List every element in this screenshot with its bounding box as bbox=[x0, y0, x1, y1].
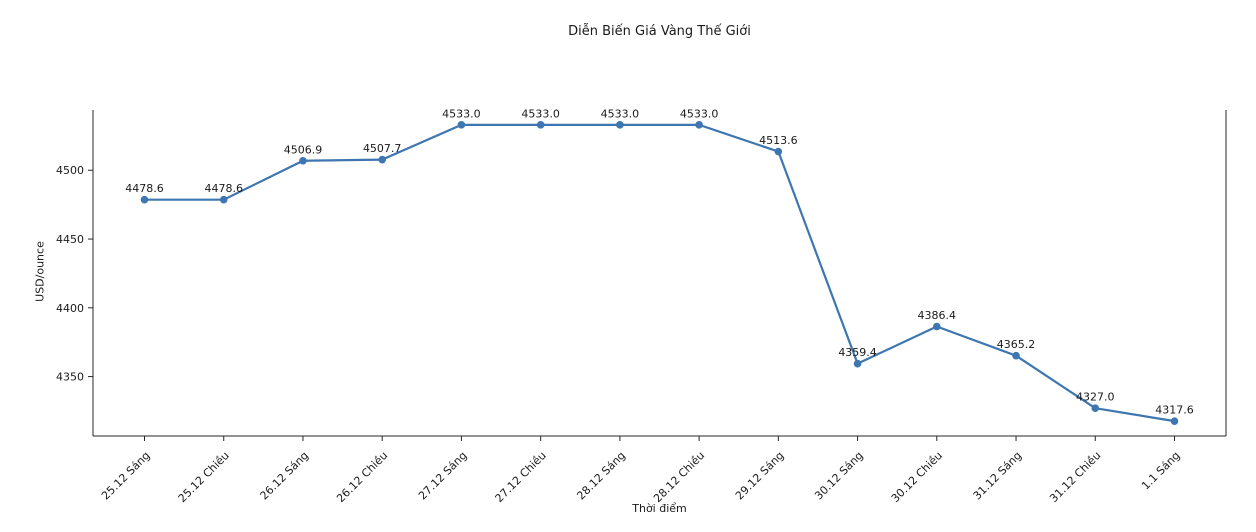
data-point-label: 4317.6 bbox=[1155, 404, 1194, 417]
data-point-label: 4507.7 bbox=[363, 142, 402, 155]
x-tick-label: 28.12 Sáng bbox=[574, 449, 628, 503]
y-tick-label: 4500 bbox=[56, 164, 84, 177]
x-tick-label: 30.12 Chiều bbox=[889, 449, 945, 505]
data-point-label: 4533.0 bbox=[601, 107, 640, 120]
series-line bbox=[143, 123, 1176, 423]
data-point bbox=[853, 359, 862, 368]
x-tick-label: 26.12 Chiều bbox=[334, 449, 390, 505]
data-point-label: 4478.6 bbox=[125, 182, 164, 195]
data-point-label: 4533.0 bbox=[442, 107, 481, 120]
data-point bbox=[933, 322, 941, 331]
x-tick-label: 30.12 Sáng bbox=[812, 449, 866, 503]
data-point bbox=[378, 155, 386, 164]
data-point bbox=[1012, 351, 1020, 360]
y-axis-label: USD/ounce bbox=[33, 241, 47, 302]
data-point bbox=[219, 195, 228, 204]
x-tick-label: 25.12 Chiều bbox=[176, 449, 232, 505]
data-point-label: 4533.0 bbox=[680, 107, 719, 120]
data-point bbox=[536, 121, 545, 129]
x-tick-label: 27.12 Sáng bbox=[416, 449, 470, 503]
x-tick-label: 31.12 Sáng bbox=[971, 449, 1025, 503]
x-axis-label: Thời điểm bbox=[632, 502, 687, 515]
data-point-label: 4359.4 bbox=[838, 346, 877, 359]
data-point bbox=[774, 147, 783, 156]
x-tick-label: 25.12 Sáng bbox=[99, 449, 153, 503]
chart-title: Diễn Biến Giá Vàng Thế Giới bbox=[568, 24, 751, 39]
data-point-label: 4533.0 bbox=[521, 107, 560, 120]
data-point bbox=[616, 121, 624, 129]
x-tick-label: 1.1 Sáng bbox=[1139, 449, 1183, 493]
x-tick-label: 26.12 Sáng bbox=[258, 449, 312, 503]
data-point bbox=[1091, 404, 1100, 413]
x-tick-label: 28.12 Chiều bbox=[651, 449, 707, 505]
y-tick-label: 4350 bbox=[56, 371, 84, 384]
y-tick-label: 4400 bbox=[56, 302, 84, 315]
data-point-label: 4478.6 bbox=[204, 182, 243, 195]
x-tick-label: 31.12 Chiều bbox=[1047, 449, 1103, 505]
data-point bbox=[299, 156, 307, 165]
data-point-label: 4386.4 bbox=[918, 309, 957, 322]
x-tick-label: 29.12 Sáng bbox=[733, 449, 787, 503]
data-point bbox=[695, 121, 703, 129]
data-point-label: 4513.6 bbox=[759, 134, 798, 147]
x-tick-label: 27.12 Chiều bbox=[493, 449, 549, 505]
data-point-label: 4327.0 bbox=[1076, 391, 1115, 404]
y-tick-label: 4450 bbox=[56, 233, 84, 246]
data-point bbox=[457, 121, 466, 129]
data-point bbox=[140, 195, 149, 204]
data-point-label: 4365.2 bbox=[997, 338, 1036, 351]
data-point-label: 4506.9 bbox=[284, 143, 323, 156]
data-point bbox=[1170, 417, 1179, 425]
